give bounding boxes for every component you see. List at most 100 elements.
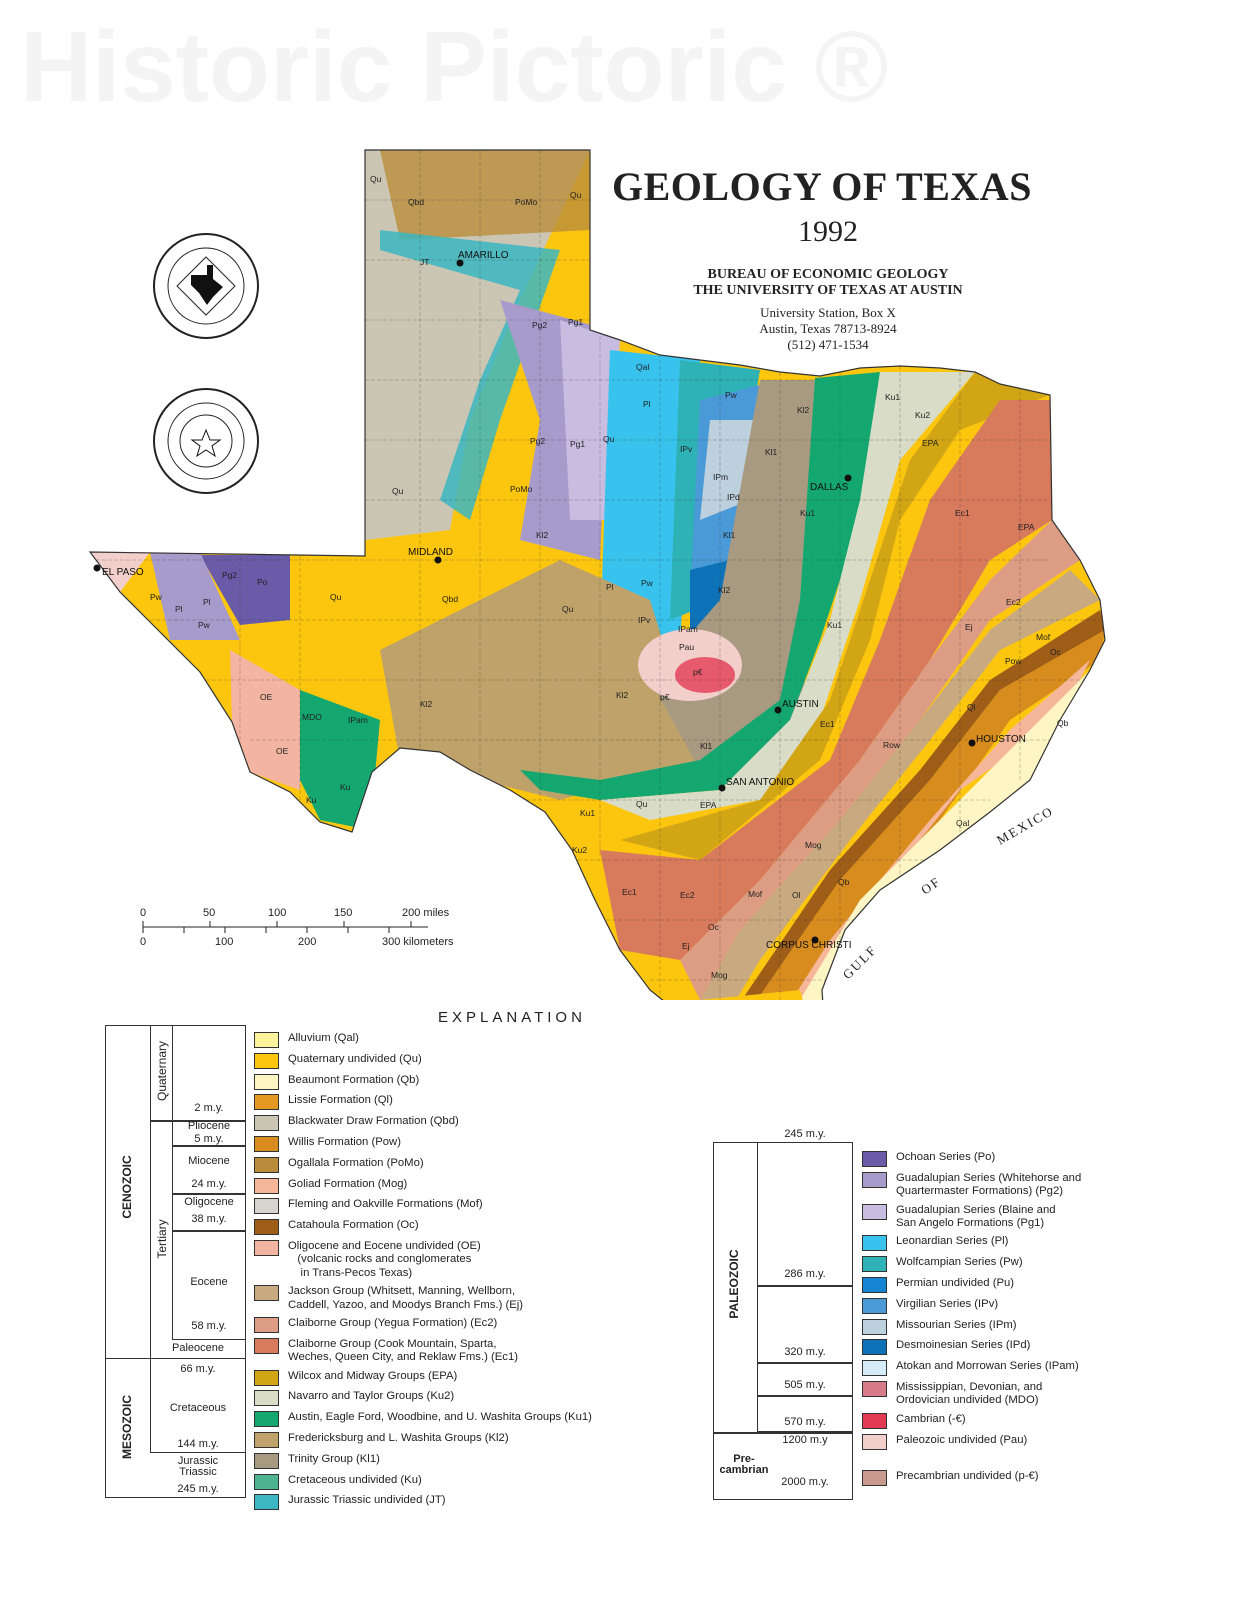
legend-label: Paleozoic undivided (Pau) [896, 1433, 1028, 1446]
unit-label: Kl2 [616, 690, 629, 700]
legend-swatch [254, 1219, 279, 1236]
unit-label: Ec2 [1006, 597, 1021, 607]
unit-label: Kl1 [723, 530, 736, 540]
unit-label: Qb [838, 877, 850, 887]
unit-label: Mog [711, 970, 728, 980]
legend-label: Alluvium (Qal) [288, 1032, 359, 1044]
unit-label: EPA [922, 438, 939, 448]
legend-item: Precambrian undivided (p-€) [862, 1469, 1081, 1486]
scale-tick-km: 300 kilometers [382, 936, 454, 948]
scale-tick-km: 0 [140, 936, 147, 948]
era-label: PALEOZOIC [727, 1249, 741, 1319]
scale-tick-miles: 200 miles [402, 907, 450, 919]
unit-label: Pow [1005, 656, 1022, 666]
city-marker [718, 784, 726, 792]
scale-tick-miles: 150 [334, 907, 353, 919]
legend-label: Oligocene and Eocene undivided (OE) (vol… [288, 1239, 481, 1279]
unit-label: Pg2 [222, 570, 237, 580]
watermark: Historic Pictoric ® [20, 11, 889, 123]
unit-label: Oc [1050, 647, 1062, 657]
legend-item: Oligocene and Eocene undivided (OE) (vol… [254, 1239, 592, 1281]
unit-label: Ku1 [827, 620, 842, 630]
unit-label: Ec1 [622, 887, 637, 897]
legend-swatch [254, 1135, 279, 1152]
legend-label: Fleming and Oakville Formations (Mof) [288, 1198, 483, 1211]
legend-item: Permian undivided (Pu) [862, 1276, 1081, 1293]
scale-tick-miles: 0 [140, 907, 147, 919]
legend-swatch [254, 1052, 279, 1069]
unit-label: Qu [330, 592, 342, 602]
unit-label: Ku1 [580, 808, 595, 818]
unit-label: Ku1 [800, 508, 815, 518]
unit-label: JT [420, 257, 429, 267]
legend-swatch [254, 1411, 279, 1428]
unit-label: IPv [638, 615, 651, 625]
unit-label: OE [276, 746, 289, 756]
legend-swatch [254, 1177, 279, 1194]
legend-swatch [862, 1276, 887, 1293]
legend-swatch [254, 1156, 279, 1173]
legend-swatch [254, 1432, 279, 1449]
age-label: 320 m.y. [784, 1346, 826, 1358]
legend-label: Ochoan Series (Po) [896, 1151, 996, 1163]
period-label: Tertiary [155, 1219, 169, 1259]
scale-tick-miles: 50 [203, 907, 216, 919]
unit-label: Pau [679, 642, 694, 652]
legend-item: Alluvium (Qal) [254, 1032, 592, 1048]
unit-label: MDO [302, 712, 322, 722]
unit-label: Ol [792, 890, 801, 900]
legend-item: Quaternary undivided (Qu) [254, 1052, 592, 1069]
unit-label: p€ [693, 667, 703, 677]
unit-label: Qu [370, 174, 382, 184]
legend-item: Ochoan Series (Po) [862, 1151, 1081, 1167]
unit-label: Qbd [442, 594, 458, 604]
city-marker [434, 556, 442, 564]
city-label: AUSTIN [782, 699, 819, 710]
legend-item: Paleozoic undivided (Pau) [862, 1433, 1081, 1450]
legend-swatch [862, 1318, 887, 1335]
epoch-label: Oligocene [184, 1196, 234, 1208]
unit-label: PoMo [515, 197, 537, 207]
legend-item: Trinity Group (Kl1) [254, 1452, 592, 1469]
legend-item: Austin, Eagle Ford, Woodbine, and U. Was… [254, 1411, 592, 1428]
era-label: Pre- cambrian [719, 1453, 769, 1476]
age-label: 2 m.y. [194, 1102, 224, 1114]
scale-bar: 0 50 100 150 200 miles 0 100 200 300 kil… [138, 907, 468, 948]
unit-label: Qu [636, 799, 648, 809]
unit-label: Pg2 [532, 320, 547, 330]
epoch-label: Miocene [188, 1155, 230, 1167]
unit-label: Kl2 [420, 699, 433, 709]
unit-label: OE [260, 692, 273, 702]
legend-swatch [254, 1337, 279, 1354]
county-lines [90, 150, 1100, 1000]
unit-label: Mof [748, 889, 763, 899]
legend-swatch [862, 1469, 887, 1486]
legend-item: Missourian Series (IPm) [862, 1318, 1081, 1335]
legend-swatch [862, 1380, 887, 1397]
legend-item: Leonardian Series (Pl) [862, 1235, 1081, 1252]
unit-label: Pg1 [570, 439, 585, 449]
legend-swatch [862, 1360, 887, 1377]
legend-swatch [254, 1317, 279, 1334]
legend-label: Guadalupian Series (Blaine and San Angel… [896, 1203, 1056, 1230]
legend-item: Wolfcampian Series (Pw) [862, 1256, 1081, 1273]
unit-label: Ku2 [572, 845, 587, 855]
legend-item: Cambrian (-€) [862, 1412, 1081, 1429]
unit-label: Ku [340, 782, 351, 792]
legend-item: Jackson Group (Whitsett, Manning, Wellbo… [254, 1285, 592, 1312]
address-line: University Station, Box X [760, 305, 896, 320]
legend-item: Beaumont Formation (Qb) [254, 1073, 592, 1090]
age-label: 38 m.y. [191, 1213, 227, 1225]
unit-label: Qu [570, 190, 582, 200]
unit-label: Pw [725, 390, 738, 400]
unit-label: EPA [1018, 522, 1035, 532]
city-marker [456, 259, 464, 267]
legend-item: Guadalupian Series (Whitehorse and Quart… [862, 1171, 1081, 1199]
unit-label: Mog [805, 840, 822, 850]
legend-swatch [862, 1171, 887, 1188]
unit-label: Po [257, 577, 268, 587]
unit-label: IPm [713, 472, 728, 482]
legend-label: Jackson Group (Whitsett, Manning, Wellbo… [288, 1285, 524, 1311]
unit-label: Ec2 [680, 890, 695, 900]
unit-label: Pl [643, 399, 651, 409]
